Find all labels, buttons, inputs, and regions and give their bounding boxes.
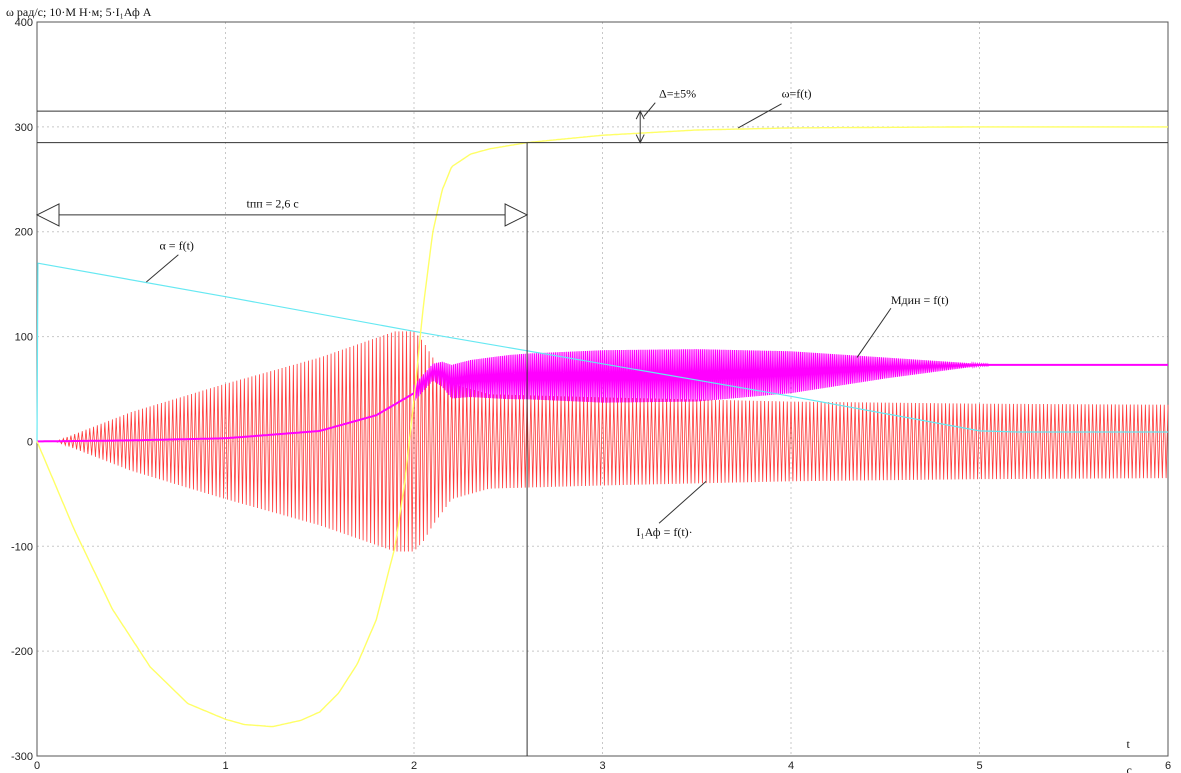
current-leader-line bbox=[658, 480, 707, 524]
arrowhead-right-icon bbox=[504, 203, 529, 227]
x-axis-label: t bbox=[1127, 737, 1131, 751]
moment-line bbox=[37, 363, 1168, 443]
delta-arrow-up-icon bbox=[635, 110, 645, 120]
x-tick-label: 6 bbox=[1165, 760, 1171, 772]
x-tick-labels: 0 1 2 3 4 5 6 bbox=[34, 760, 1171, 772]
moment-leader-line bbox=[856, 307, 892, 358]
delta-leader-line bbox=[643, 102, 656, 117]
annotations bbox=[35, 102, 1168, 756]
omega-series bbox=[36, 126, 1168, 728]
y-tick-label: 100 bbox=[15, 332, 33, 344]
alpha-leader-line bbox=[146, 254, 179, 283]
x-tick-label: 3 bbox=[599, 760, 605, 772]
x-tick-label: 2 bbox=[411, 760, 417, 772]
current-line bbox=[52, 331, 1169, 552]
y-tick-labels: -300 -200 -100 0 100 200 300 400 bbox=[11, 17, 33, 763]
alpha-series bbox=[36, 262, 1168, 442]
grid-lines bbox=[37, 22, 1168, 756]
x-tick-label: 1 bbox=[222, 760, 228, 772]
omega-line bbox=[36, 126, 1168, 728]
settling-time-label: tпп = 2,6 c bbox=[246, 197, 298, 211]
omega-label: ω=f(t) bbox=[782, 86, 812, 100]
chart-title: ω рад/с; 10·М Н·м; 5·I₁Аф А bbox=[6, 5, 152, 19]
x-tick-label: 0 bbox=[34, 760, 40, 772]
alpha-line bbox=[36, 262, 1168, 442]
y-tick-label: -200 bbox=[11, 646, 33, 658]
y-tick-label: 0 bbox=[27, 436, 33, 448]
current-label: I₁Аф = f(t)· bbox=[636, 525, 692, 539]
y-tick-label: 300 bbox=[15, 122, 33, 134]
omega-leader-line bbox=[737, 103, 782, 129]
arrowhead-left-icon bbox=[35, 203, 60, 227]
delta-label: Δ=±5% bbox=[659, 86, 696, 100]
alpha-label: α = f(t) bbox=[160, 239, 194, 253]
x-tick-label: 5 bbox=[976, 760, 982, 772]
y-tick-label: 200 bbox=[15, 227, 33, 239]
x-axis-unit: c bbox=[1127, 763, 1132, 773]
y-tick-label: 400 bbox=[15, 17, 33, 29]
moment-series bbox=[37, 349, 1168, 443]
moment-label: Mдин = f(t) bbox=[891, 293, 949, 307]
moment-oscillation bbox=[413, 349, 990, 403]
x-tick-label: 4 bbox=[788, 760, 794, 772]
delta-arrow-down-icon bbox=[635, 134, 645, 144]
y-tick-label: -300 bbox=[11, 751, 33, 763]
y-tick-label: -100 bbox=[11, 541, 33, 553]
